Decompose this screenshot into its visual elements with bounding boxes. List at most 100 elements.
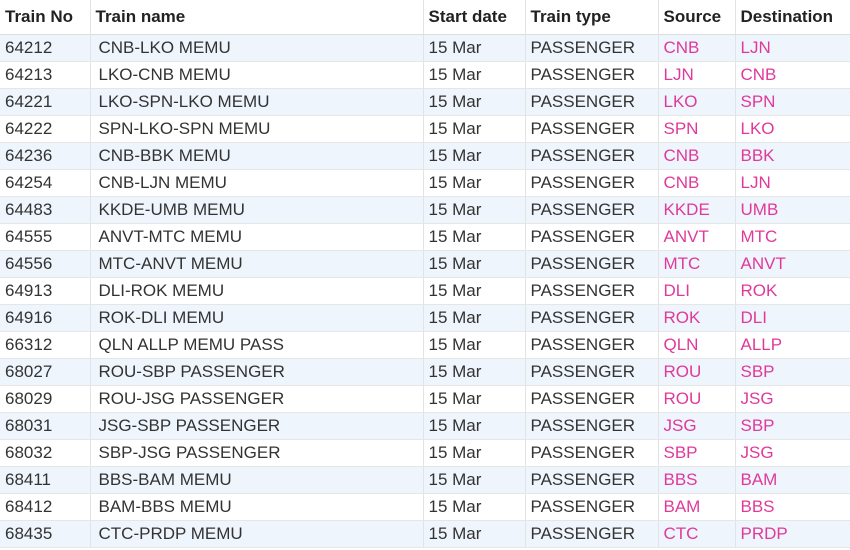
- table-row: 64483 KKDE-UMB MEMU 15 Mar PASSENGER KKDE UMB: [0, 196, 850, 224]
- table-cell: CNB-BBK MEMU: [90, 142, 424, 170]
- table-cell: UMB: [735, 196, 850, 224]
- table-cell: 64221: [0, 88, 91, 116]
- table-cell: SPN: [735, 88, 850, 116]
- table-cell: LKO: [735, 115, 850, 143]
- table-cell: 68435: [0, 520, 91, 548]
- table-cell: DLI: [735, 304, 850, 332]
- table-cell: 15 Mar: [423, 466, 526, 494]
- table-cell: 15 Mar: [423, 88, 526, 116]
- table-cell: BAM: [735, 466, 850, 494]
- table-cell: ANVT-MTC MEMU: [90, 223, 424, 251]
- table-cell: PASSENGER: [525, 520, 659, 548]
- table-cell: 15 Mar: [423, 196, 526, 224]
- table-cell: 15 Mar: [423, 304, 526, 332]
- table-cell: PASSENGER: [525, 304, 659, 332]
- table-row: 68435 CTC-PRDP MEMU 15 Mar PASSENGER CTC PRDP: [0, 520, 850, 548]
- table-cell: BBS: [735, 493, 850, 521]
- table-cell: ROK: [658, 304, 736, 332]
- table-cell: 15 Mar: [423, 520, 526, 548]
- table-cell: 15 Mar: [423, 223, 526, 251]
- table-row: 64556 MTC-ANVT MEMU 15 Mar PASSENGER MTC ANVT: [0, 250, 850, 278]
- table-cell: PASSENGER: [525, 250, 659, 278]
- table-body: 64212 CNB-LKO MEMU 15 Mar PASSENGER CNB LJN 64…: [0, 34, 850, 548]
- table-cell: LKO-SPN-LKO MEMU: [90, 88, 424, 116]
- table-cell: PASSENGER: [525, 493, 659, 521]
- table-cell: PASSENGER: [525, 88, 659, 116]
- table-cell: ROU: [658, 358, 736, 386]
- table-cell: ANVT: [735, 250, 850, 278]
- table-cell: BAM: [658, 493, 736, 521]
- table-cell: ROK: [735, 277, 850, 305]
- table-cell: PASSENGER: [525, 115, 659, 143]
- table-cell: PASSENGER: [525, 34, 659, 62]
- table-cell: 15 Mar: [423, 358, 526, 386]
- table-cell: CNB: [658, 142, 736, 170]
- table-cell: CNB-LKO MEMU: [90, 34, 424, 62]
- table-cell: DLI: [658, 277, 736, 305]
- column-header: Source: [658, 0, 736, 35]
- table-row: 68411 BBS-BAM MEMU 15 Mar PASSENGER BBS BAM: [0, 466, 850, 494]
- table-cell: JSG: [658, 412, 736, 440]
- table-cell: MTC-ANVT MEMU: [90, 250, 424, 278]
- column-header: Train type: [525, 0, 659, 35]
- table-cell: SBP: [658, 439, 736, 467]
- table-row: 64236 CNB-BBK MEMU 15 Mar PASSENGER CNB BBK: [0, 142, 850, 170]
- table-cell: SBP: [735, 358, 850, 386]
- table-cell: LKO-CNB MEMU: [90, 61, 424, 89]
- table-cell: PASSENGER: [525, 196, 659, 224]
- table-cell: QLN: [658, 331, 736, 359]
- table-cell: 64236: [0, 142, 91, 170]
- table-cell: LJN: [735, 34, 850, 62]
- table-row: 64254 CNB-LJN MEMU 15 Mar PASSENGER CNB LJN: [0, 169, 850, 197]
- table-row: 64222 SPN-LKO-SPN MEMU 15 Mar PASSENGER SPN L…: [0, 115, 850, 143]
- table-cell: 15 Mar: [423, 169, 526, 197]
- table-cell: JSG: [735, 439, 850, 467]
- table-row: 64212 CNB-LKO MEMU 15 Mar PASSENGER CNB LJN: [0, 34, 850, 62]
- table-cell: PASSENGER: [525, 61, 659, 89]
- table-row: 66312 QLN ALLP MEMU PASS 15 Mar PASSENGER QL…: [0, 331, 850, 359]
- table-row: 64221 LKO-SPN-LKO MEMU 15 Mar PASSENGER LKO S…: [0, 88, 850, 116]
- table-row: 64916 ROK-DLI MEMU 15 Mar PASSENGER ROK DLI: [0, 304, 850, 332]
- table-cell: CNB-LJN MEMU: [90, 169, 424, 197]
- column-header: Destination: [735, 0, 850, 35]
- table-cell: 15 Mar: [423, 277, 526, 305]
- table-row: 68412 BAM-BBS MEMU 15 Mar PASSENGER BAM BBS: [0, 493, 850, 521]
- table-cell: PRDP: [735, 520, 850, 548]
- table-cell: 68027: [0, 358, 91, 386]
- table-cell: 15 Mar: [423, 439, 526, 467]
- table-row: 68027 ROU-SBP PASSENGER 15 Mar PASSENGER ROU…: [0, 358, 850, 386]
- table-cell: ROU: [658, 385, 736, 413]
- table-cell: 64254: [0, 169, 91, 197]
- table-cell: 64913: [0, 277, 91, 305]
- table-cell: ANVT: [658, 223, 736, 251]
- table-cell: 15 Mar: [423, 142, 526, 170]
- table-cell: PASSENGER: [525, 331, 659, 359]
- table-cell: LJN: [658, 61, 736, 89]
- table-cell: 68031: [0, 412, 91, 440]
- table-cell: 15 Mar: [423, 34, 526, 62]
- table-cell: PASSENGER: [525, 277, 659, 305]
- table-cell: KKDE-UMB MEMU: [90, 196, 424, 224]
- table-cell: 68029: [0, 385, 91, 413]
- table-cell: 15 Mar: [423, 493, 526, 521]
- table-row: 68032 SBP-JSG PASSENGER 15 Mar PASSENGER SBP…: [0, 439, 850, 467]
- table-cell: CNB: [658, 169, 736, 197]
- table-cell: SPN-LKO-SPN MEMU: [90, 115, 424, 143]
- table-cell: QLN ALLP MEMU PASS: [90, 331, 424, 359]
- table-cell: ROU-SBP PASSENGER: [90, 358, 424, 386]
- table-cell: KKDE: [658, 196, 736, 224]
- table-cell: PASSENGER: [525, 169, 659, 197]
- column-header: Train name: [90, 0, 424, 35]
- header-row: Train No Train name Start date Train type So…: [0, 0, 850, 35]
- table-cell: JSG-SBP PASSENGER: [90, 412, 424, 440]
- table-row: 64913 DLI-ROK MEMU 15 Mar PASSENGER DLI ROK: [0, 277, 850, 305]
- table-cell: SPN: [658, 115, 736, 143]
- table-cell: BBK: [735, 142, 850, 170]
- table-cell: CTC: [658, 520, 736, 548]
- table-row: 64213 LKO-CNB MEMU 15 Mar PASSENGER LJN CNB: [0, 61, 850, 89]
- table-cell: SBP: [735, 412, 850, 440]
- table-cell: 15 Mar: [423, 61, 526, 89]
- table-row: 68029 ROU-JSG PASSENGER 15 Mar PASSENGER ROU…: [0, 385, 850, 413]
- table-cell: BBS-BAM MEMU: [90, 466, 424, 494]
- table-cell: MTC: [735, 223, 850, 251]
